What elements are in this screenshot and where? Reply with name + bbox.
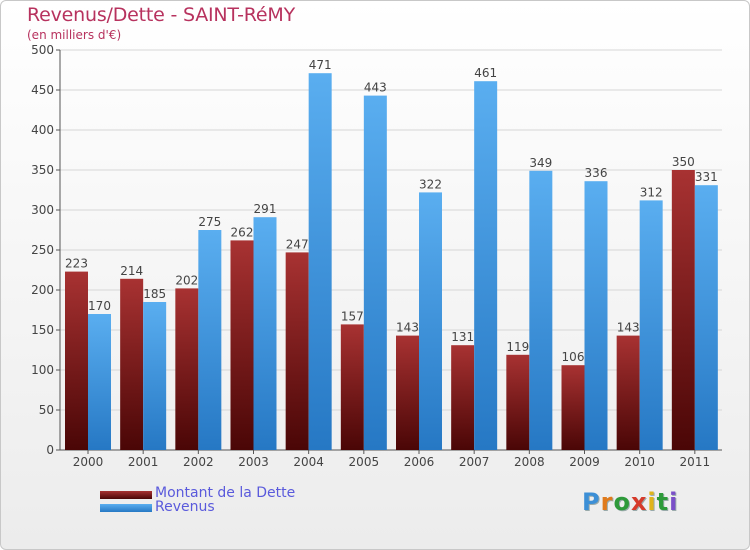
bar-dette <box>616 335 640 450</box>
data-label-revenus: 331 <box>695 170 718 184</box>
data-label-revenus: 349 <box>529 156 552 170</box>
bar-revenus <box>198 230 222 450</box>
data-label-revenus: 275 <box>198 215 221 229</box>
bar-dette <box>175 288 199 450</box>
y-tick-label: 250 <box>31 243 54 257</box>
data-label-dette: 143 <box>617 321 640 335</box>
logo-letter: x <box>630 488 648 516</box>
data-label-revenus: 185 <box>143 287 166 301</box>
x-tick-label: 2011 <box>680 455 711 469</box>
y-tick-label: 0 <box>46 443 54 457</box>
bar-dette <box>561 365 585 450</box>
data-label-revenus: 461 <box>474 66 497 80</box>
data-label-revenus: 312 <box>640 185 663 199</box>
x-tick-label: 2004 <box>293 455 324 469</box>
bar-dette <box>65 271 88 450</box>
data-label-revenus: 170 <box>88 299 111 313</box>
bar-revenus <box>143 302 167 450</box>
x-tick-label: 2005 <box>349 455 380 469</box>
y-tick-label: 50 <box>39 403 54 417</box>
x-tick-label: 2001 <box>128 455 159 469</box>
data-label-dette: 350 <box>672 155 695 169</box>
y-tick-label: 300 <box>31 203 54 217</box>
data-label-revenus: 471 <box>309 58 332 72</box>
y-tick-label: 450 <box>31 83 54 97</box>
x-tick-label: 2006 <box>404 455 435 469</box>
x-tick-label: 2009 <box>569 455 600 469</box>
bar-dette <box>451 345 475 450</box>
data-label-dette: 247 <box>286 237 309 251</box>
bar-revenus <box>474 81 498 450</box>
chart-subtitle: (en milliers d'€) <box>27 28 122 42</box>
logo-letter: o <box>613 488 631 516</box>
bar-revenus <box>88 314 111 450</box>
bar-revenus <box>529 170 553 451</box>
data-label-revenus: 336 <box>585 166 608 180</box>
legend-label-revenus: Revenus <box>155 499 215 515</box>
legend-swatch-dette <box>100 491 152 499</box>
logo-letter: t <box>656 488 670 516</box>
data-label-dette: 106 <box>562 350 585 364</box>
y-tick-label: 150 <box>31 323 54 337</box>
x-tick-label: 2008 <box>514 455 545 469</box>
bar-revenus <box>639 200 663 450</box>
proxiti-logo: Proxiti <box>582 488 678 516</box>
data-label-dette: 214 <box>120 264 143 278</box>
data-label-dette: 223 <box>65 257 88 271</box>
y-tick-label: 200 <box>31 283 54 297</box>
bar-revenus <box>363 95 387 450</box>
bar-dette <box>120 278 144 450</box>
y-tick-label: 100 <box>31 363 54 377</box>
y-tick-label: 400 <box>31 123 54 137</box>
data-label-dette: 262 <box>231 225 254 239</box>
bar-revenus <box>694 185 718 450</box>
bar-revenus <box>308 73 332 450</box>
x-tick-label: 2007 <box>459 455 490 469</box>
y-tick-label: 500 <box>31 43 54 57</box>
data-label-dette: 157 <box>341 309 364 323</box>
bar-dette <box>671 170 695 450</box>
data-label-dette: 143 <box>396 321 419 335</box>
logo-letter: i <box>669 488 679 516</box>
bar-revenus <box>584 181 608 450</box>
x-tick-label: 2000 <box>73 455 104 469</box>
x-tick-label: 2010 <box>624 455 655 469</box>
logo-letter: r <box>600 488 614 516</box>
bar-dette <box>396 335 419 450</box>
data-label-revenus: 291 <box>254 202 277 216</box>
data-label-dette: 119 <box>506 340 529 354</box>
bar-dette <box>230 240 254 450</box>
bar-revenus <box>253 217 277 450</box>
x-tick-label: 2003 <box>238 455 269 469</box>
bar-revenus <box>419 192 442 450</box>
legend-label-dette: Montant de la Dette <box>155 485 296 501</box>
data-label-revenus: 443 <box>364 81 387 95</box>
legend-swatch-revenus <box>100 504 152 512</box>
data-label-dette: 131 <box>451 330 474 344</box>
chart-title: Revenus/Dette - SAINT-RéMY <box>27 4 295 26</box>
logo-letter: i <box>647 488 657 516</box>
bar-dette <box>340 324 364 450</box>
y-tick-label: 350 <box>31 163 54 177</box>
data-label-dette: 202 <box>175 273 198 287</box>
logo-letter: P <box>582 488 601 516</box>
bar-dette <box>506 354 530 450</box>
data-label-revenus: 322 <box>419 177 442 191</box>
bar-dette <box>285 252 309 450</box>
x-tick-label: 2002 <box>183 455 214 469</box>
